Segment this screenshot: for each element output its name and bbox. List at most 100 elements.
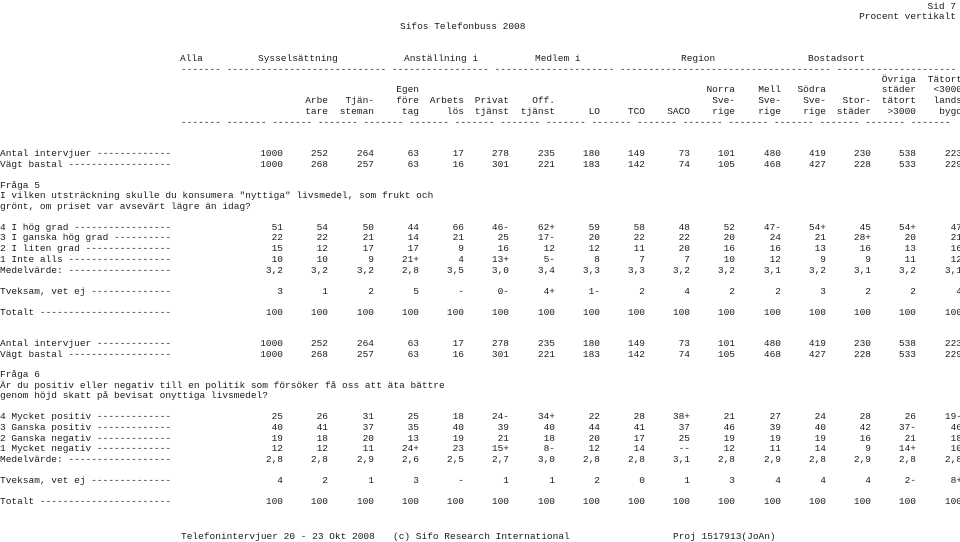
table-cell: 100 (401, 496, 419, 507)
column-header: Egen (396, 84, 419, 95)
table-cell: 100 (446, 496, 464, 507)
table-cell: 2,5 (446, 454, 464, 465)
table-cell: 24 (769, 232, 781, 243)
table-cell: 17 (452, 338, 464, 349)
table-cell: 2,6 (401, 454, 419, 465)
table-cell: 62+ (537, 222, 555, 233)
table-cell: 16 (769, 243, 781, 254)
table-cell: 16 (452, 349, 464, 360)
table-cell: 4 (775, 475, 781, 486)
table-cell: -- (678, 443, 690, 454)
table-cell: 3,2 (717, 265, 735, 276)
table-cell: 11 (362, 443, 374, 454)
table-cell: 100 (356, 307, 374, 318)
table-cell: 19- (944, 411, 960, 422)
table-cell: 20 (904, 232, 916, 243)
table-cell: 3,2 (265, 265, 283, 276)
table-cell: 20 (588, 433, 600, 444)
table-cell: 4 (956, 286, 960, 297)
table-cell: 7 (684, 254, 690, 265)
table-cell: 3,1 (944, 265, 960, 276)
table-cell: 24 (814, 411, 826, 422)
question-text: I vilken utsträckning skulle du konsumer… (0, 190, 434, 201)
table-cell: 3,3 (582, 265, 600, 276)
table-cell: 480 (763, 338, 781, 349)
table-cell: 2,8 (944, 454, 960, 465)
table-cell: 16 (950, 243, 960, 254)
column-header: Södra (797, 84, 826, 95)
table-cell: 4 (277, 475, 283, 486)
table-cell: 533 (898, 349, 916, 360)
table-cell: 14+ (898, 443, 916, 454)
table-cell: 268 (310, 159, 328, 170)
row-label: Medelvärde: ------------------ (0, 454, 172, 465)
table-cell: 17- (537, 232, 555, 243)
table-cell: 183 (582, 159, 600, 170)
table-cell: 228 (853, 349, 871, 360)
row-label: 2 I liten grad --------------- (0, 243, 172, 254)
table-cell: 100 (491, 496, 509, 507)
table-cell: 25 (407, 411, 419, 422)
table-cell: 9 (820, 254, 826, 265)
table-cell: 18 (950, 433, 960, 444)
table-cell: 100 (310, 496, 328, 507)
table-cell: 5 (413, 286, 419, 297)
table-cell: 100 (310, 307, 328, 318)
table-cell: 3,4 (537, 265, 555, 276)
table-cell: 2- (904, 475, 916, 486)
table-cell: 21 (362, 232, 374, 243)
table-cell: 5- (543, 254, 555, 265)
table-cell: 66 (452, 222, 464, 233)
table-cell: 100 (401, 307, 419, 318)
table-cell: 278 (491, 148, 509, 159)
table-cell: 63 (407, 148, 419, 159)
table-cell: 48 (678, 222, 690, 233)
table-cell: 9 (865, 254, 871, 265)
table-cell: 37- (898, 422, 916, 433)
column-header: LO (588, 106, 600, 117)
column-header: Tätort (927, 74, 960, 85)
table-cell: 229 (944, 159, 960, 170)
table-cell: 13 (904, 243, 916, 254)
table-cell: 419 (808, 148, 826, 159)
table-cell: 28 (859, 411, 871, 422)
column-header: Privat (474, 95, 509, 106)
table-cell: 3,1 (853, 265, 871, 276)
table-cell: 533 (898, 159, 916, 170)
table-cell: 100 (717, 496, 735, 507)
table-cell: 17 (452, 148, 464, 159)
row-label: 4 I hög grad ----------------- (0, 222, 172, 233)
table-cell: 51 (271, 222, 283, 233)
table-cell: 20 (678, 243, 690, 254)
table-cell: 2,8 (310, 454, 328, 465)
table-cell: 223 (944, 148, 960, 159)
table-cell: 142 (627, 159, 645, 170)
column-header: Norra (706, 84, 735, 95)
table-cell: 100 (672, 307, 690, 318)
table-cell: 39 (769, 422, 781, 433)
table-cell: 20 (723, 232, 735, 243)
table-cell: - (458, 475, 464, 486)
table-cell: 100 (491, 307, 509, 318)
table-cell: 100 (265, 496, 283, 507)
group-rule: ------- ---------------------------- ---… (181, 64, 957, 75)
table-cell: 54+ (808, 222, 826, 233)
table-cell: - (458, 286, 464, 297)
table-cell: 1 (684, 475, 690, 486)
table-cell: 301 (491, 159, 509, 170)
column-header: bygd (939, 106, 960, 117)
table-cell: 40 (814, 422, 826, 433)
table-cell: 1000 (260, 338, 283, 349)
table-cell: 26 (316, 411, 328, 422)
table-cell: 44 (407, 222, 419, 233)
table-cell: 11 (633, 243, 645, 254)
table-cell: 22 (633, 232, 645, 243)
column-header: lands (933, 95, 960, 106)
table-cell: 100 (853, 496, 871, 507)
table-cell: 100 (944, 496, 960, 507)
table-cell: 37 (678, 422, 690, 433)
table-cell: 2 (594, 475, 600, 486)
table-cell: 100 (265, 307, 283, 318)
page-number: Sid 7 (927, 1, 956, 12)
table-cell: 16 (859, 243, 871, 254)
